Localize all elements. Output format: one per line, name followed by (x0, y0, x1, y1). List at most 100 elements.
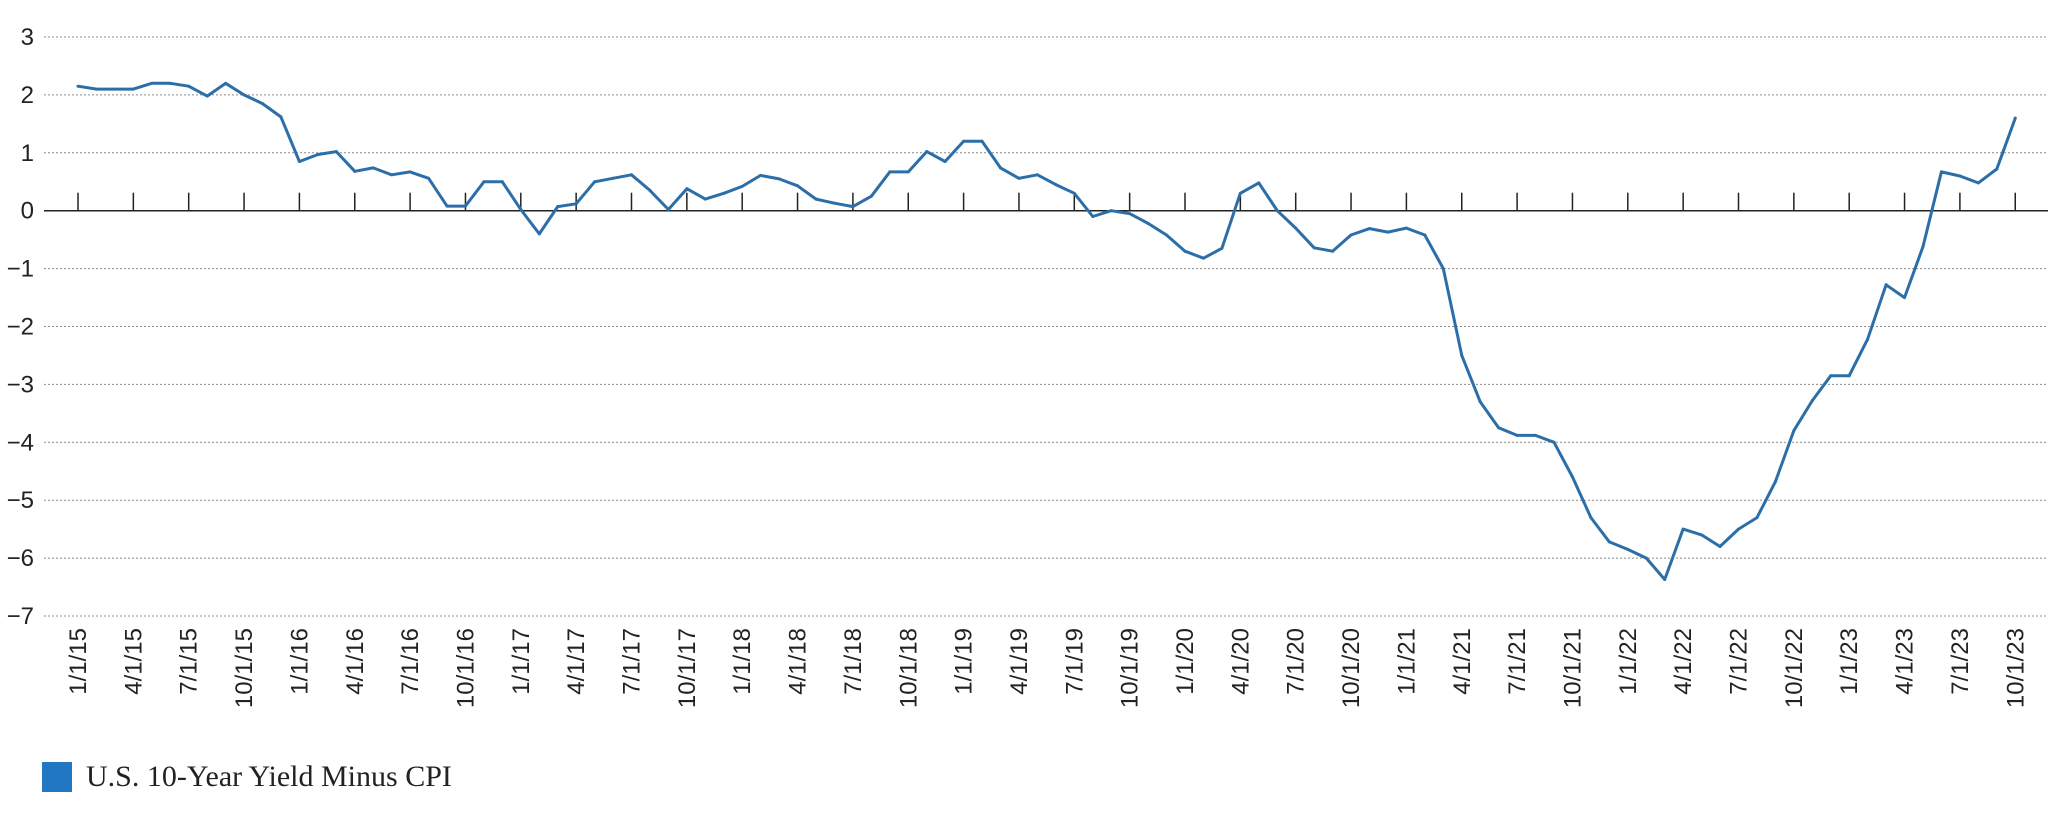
data-point (297, 159, 301, 163)
data-point (316, 153, 320, 157)
data-point (832, 201, 836, 205)
data-point (1884, 283, 1888, 287)
data-point (482, 180, 486, 184)
data-point (1146, 221, 1150, 225)
data-point (427, 176, 431, 180)
data-point (131, 87, 135, 91)
data-point (1792, 429, 1796, 433)
data-point (1810, 399, 1814, 403)
x-tick-label: 7/1/21 (1504, 628, 1531, 695)
data-point (1976, 181, 1980, 185)
data-point (1109, 209, 1113, 213)
data-point (1829, 374, 1833, 378)
data-point (814, 197, 818, 201)
data-point (1201, 256, 1205, 260)
x-tick-label: 10/1/22 (1781, 628, 1808, 708)
y-tick-label: −2 (7, 314, 34, 341)
data-point (611, 176, 615, 180)
data-point (740, 184, 744, 188)
data-point (1681, 527, 1685, 531)
x-tick-label: 1/1/18 (729, 628, 756, 695)
data-point (1700, 533, 1704, 537)
y-tick-label: −5 (7, 487, 34, 514)
x-tick-label: 7/1/18 (840, 628, 867, 695)
data-point (205, 94, 209, 98)
data-point (851, 205, 855, 209)
data-point (1423, 233, 1427, 237)
data-point (1607, 540, 1611, 544)
data-point (113, 87, 117, 91)
data-point (1552, 440, 1556, 444)
x-tick-label: 10/1/19 (1117, 628, 1144, 708)
data-point (463, 204, 467, 208)
x-tick-label: 4/1/16 (342, 628, 369, 695)
data-point (1220, 246, 1224, 250)
data-point (1626, 547, 1630, 551)
data-point (1755, 516, 1759, 520)
data-point (1349, 233, 1353, 237)
data-point (722, 191, 726, 195)
data-point (94, 87, 98, 91)
data-point (1091, 214, 1095, 218)
data-point (999, 166, 1002, 170)
data-point (1847, 374, 1851, 378)
data-point (1515, 433, 1519, 437)
data-point (1903, 296, 1907, 300)
data-point (1995, 167, 1999, 171)
x-tick-label: 1/1/17 (508, 628, 535, 695)
data-point (1312, 246, 1316, 250)
data-point (390, 173, 394, 177)
legend-swatch (42, 762, 72, 792)
data-point (1866, 337, 1870, 341)
data-point (150, 81, 154, 85)
x-tick-label: 4/1/18 (785, 628, 812, 695)
data-point (187, 84, 191, 88)
data-point (980, 139, 984, 143)
y-tick-label: −3 (7, 371, 34, 398)
data-point (962, 139, 966, 143)
x-tick-label: 4/1/20 (1227, 628, 1254, 695)
x-tick-label: 7/1/19 (1061, 628, 1088, 695)
data-point (943, 159, 947, 163)
x-tick-label: 1/1/16 (286, 628, 313, 695)
x-tick-label: 1/1/22 (1615, 628, 1642, 695)
x-tick-label: 10/1/23 (2002, 628, 2029, 708)
x-axis-tick-labels: 1/1/15 4/1/15 7/1/15 10/1/15 1/1/16 4/1/16 7/1… (65, 628, 2029, 708)
data-point (1589, 516, 1593, 520)
data-point (1921, 245, 1925, 249)
y-tick-label: −6 (7, 545, 34, 572)
data-point (1294, 226, 1298, 230)
series-line-yield-minus-cpi (77, 81, 2017, 581)
data-point (1072, 191, 1076, 195)
data-point (445, 204, 449, 208)
data-point (1257, 181, 1261, 185)
x-tick-label: 4/1/19 (1006, 628, 1033, 695)
x-tick-label: 7/1/16 (397, 628, 424, 695)
data-point (371, 166, 375, 170)
x-tick-label: 4/1/15 (120, 628, 147, 695)
x-tick-label: 7/1/23 (1947, 628, 1974, 695)
legend-label: U.S. 10-Year Yield Minus CPI (86, 760, 452, 793)
y-tick-label: 3 (21, 24, 34, 51)
y-tick-label: −1 (7, 256, 34, 283)
data-point (2013, 116, 2017, 120)
data-point (1331, 249, 1335, 253)
y-tick-label: −7 (7, 603, 34, 630)
data-point (1497, 426, 1501, 430)
x-tick-label: 10/1/15 (231, 628, 258, 708)
x-tick-label: 10/1/20 (1338, 628, 1365, 708)
data-point (630, 173, 633, 177)
data-point (279, 115, 283, 119)
y-axis-tick-labels: 3 2 1 0 −1 −2 −3 −4 −5 −6 −7 (7, 24, 34, 630)
data-point (666, 208, 670, 212)
data-point (1939, 170, 1943, 174)
data-point (242, 93, 246, 97)
data-points (76, 81, 2017, 582)
data-point (1570, 475, 1574, 479)
data-point (925, 150, 929, 154)
x-tick-label: 7/1/20 (1283, 628, 1310, 695)
data-point (353, 169, 357, 173)
data-point (648, 188, 652, 192)
data-point (519, 208, 523, 212)
